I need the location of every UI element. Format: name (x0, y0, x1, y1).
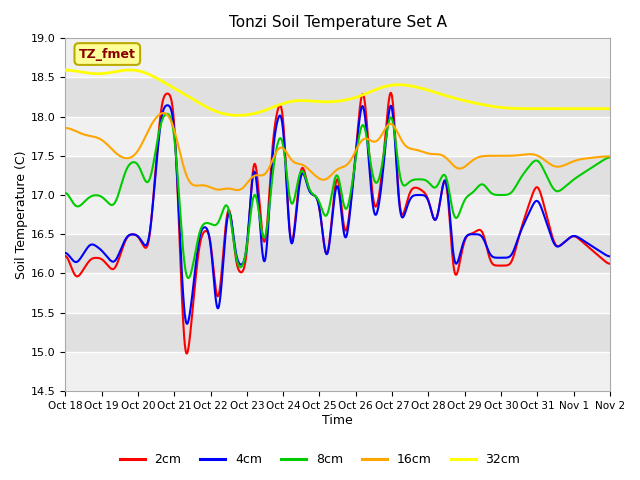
Bar (65, 117, 610, 156)
X-axis label: Time: Time (322, 414, 353, 427)
Bar (65, 234, 610, 274)
Y-axis label: Soil Temperature (C): Soil Temperature (C) (15, 150, 28, 279)
Text: TZ_fmet: TZ_fmet (79, 48, 136, 60)
Legend: 2cm, 4cm, 8cm, 16cm, 32cm: 2cm, 4cm, 8cm, 16cm, 32cm (115, 448, 525, 471)
Bar (65, 156, 610, 195)
Title: Tonzi Soil Temperature Set A: Tonzi Soil Temperature Set A (228, 15, 447, 30)
Bar (65, 274, 610, 312)
Bar (65, 77, 610, 117)
Bar (65, 195, 610, 234)
Bar (65, 352, 610, 391)
Bar (65, 312, 610, 352)
Bar (65, 38, 610, 77)
